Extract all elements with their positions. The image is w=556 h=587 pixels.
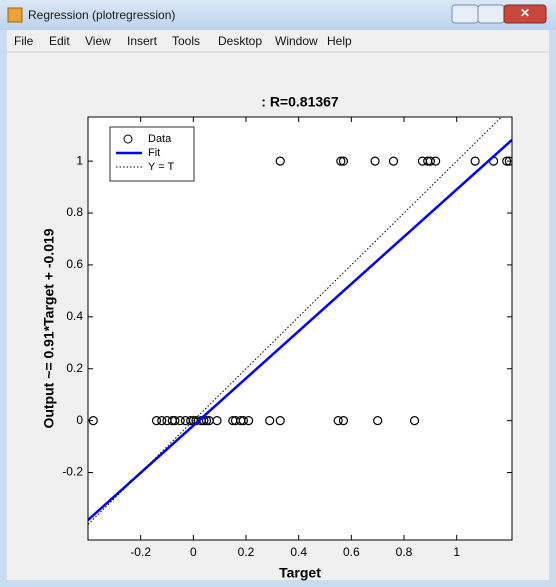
data-point: [170, 416, 180, 426]
plot-area: [88, 117, 512, 525]
app-icon: [7, 7, 23, 23]
data-point: [186, 416, 196, 426]
menu-item[interactable]: Tools: [172, 34, 200, 48]
legend-label: Data: [148, 133, 172, 145]
maximize-button[interactable]: [477, 4, 505, 24]
legend-marker: [123, 134, 133, 144]
data-point: [333, 416, 343, 426]
y-tick-label: -0.2: [62, 465, 83, 479]
data-point: [388, 156, 399, 166]
data-point: [470, 156, 480, 166]
axes-box: [87, 116, 513, 541]
y-tick-label: 1: [76, 153, 83, 167]
data-point: [212, 416, 222, 426]
window-title: Regression (plotregression): [28, 8, 175, 22]
x-axis-label: Target: [279, 565, 321, 581]
data-point: [373, 416, 383, 426]
x-tick-label: 0: [190, 545, 197, 559]
close-icon: ✕: [520, 6, 530, 20]
data-point: [265, 416, 275, 426]
close-button[interactable]: [503, 4, 547, 24]
data-point: [409, 416, 420, 426]
data-point: [238, 416, 248, 426]
data-point: [502, 156, 512, 166]
data-point: [175, 416, 185, 426]
data-point: [151, 416, 162, 426]
data-point: [338, 156, 349, 166]
series-line: [88, 138, 512, 521]
legend-label: Fit: [148, 147, 160, 159]
data-point: [336, 156, 346, 166]
data-point: [275, 416, 285, 426]
data-point: [425, 156, 435, 166]
menu-item[interactable]: File: [14, 34, 34, 48]
menu-item[interactable]: View: [85, 34, 111, 48]
y-tick-label: 0: [76, 413, 83, 427]
x-tick-label: 0.8: [396, 545, 413, 559]
minimize-button[interactable]: [451, 4, 479, 24]
data-point: [244, 416, 254, 426]
chart-title: : R=0.81367: [261, 94, 339, 110]
data-point: [157, 416, 167, 426]
y-tick-label: 0.8: [66, 205, 83, 219]
y-tick-label: 0.4: [66, 309, 83, 323]
data-point: [201, 416, 212, 426]
data-point: [275, 156, 285, 166]
menu-bar: File Edit View Insert Tools Desktop Window Help: [14, 34, 352, 48]
x-tick-label: 1: [453, 545, 460, 559]
menu-item[interactable]: Edit: [49, 34, 70, 48]
data-point: [504, 156, 512, 166]
menu-item[interactable]: Insert: [127, 34, 158, 48]
x-tick-label: 0.6: [343, 545, 360, 559]
data-point: [431, 156, 441, 166]
data-point: [370, 156, 380, 166]
data-point: [338, 416, 349, 426]
legend-label: Y = T: [148, 161, 174, 173]
series-line: [88, 117, 503, 525]
plot: : R=0.81367 Target Output ~= 0.91*Target +…: [41, 94, 513, 581]
y-axis-label: Output ~= 0.91*Target + -0.019: [41, 228, 57, 428]
menu-item[interactable]: Desktop: [218, 34, 262, 48]
menu-item[interactable]: Window: [275, 34, 318, 48]
x-tick-label: -0.2: [130, 545, 151, 559]
menu-item[interactable]: Help: [327, 34, 352, 48]
y-tick-label: 0.6: [66, 257, 83, 271]
x-tick-label: 0.2: [238, 545, 255, 559]
x-tick-label: 0.4: [290, 545, 307, 559]
data-point: [88, 416, 98, 426]
y-tick-label: 0.2: [66, 361, 83, 375]
